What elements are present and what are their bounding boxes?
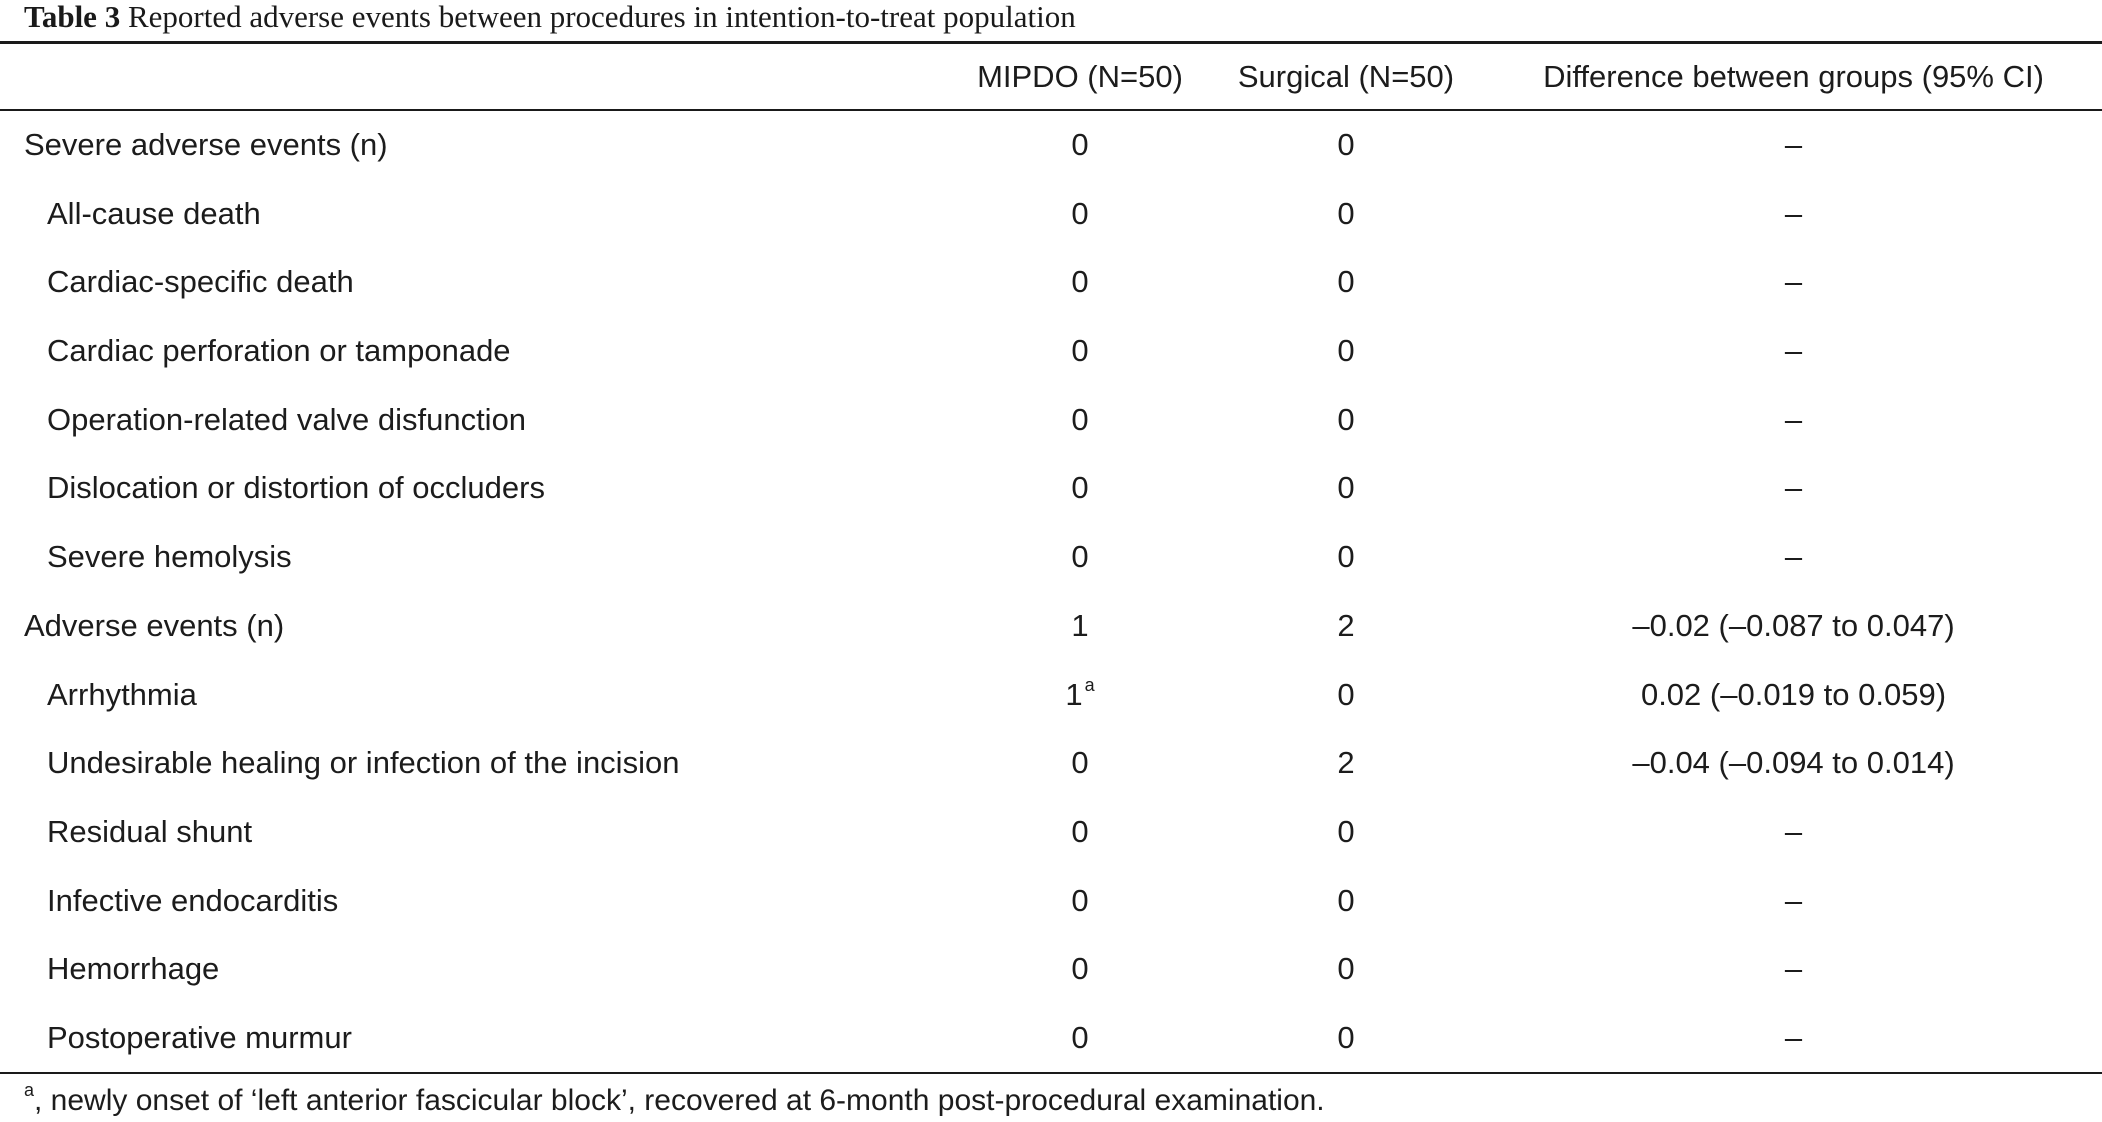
table-row: Infective endocarditis 0 0 – — [0, 867, 2102, 936]
cell-mipdo-value: 0 — [1071, 333, 1089, 369]
cell-surgical: 0 — [1337, 470, 1355, 506]
row-label: Severe adverse events (n) — [24, 127, 388, 162]
cell-mipdo-value: 0 — [1071, 1019, 1089, 1055]
table-bottom-rule — [0, 1072, 2102, 1074]
table-row: Severe adverse events (n) 0 0 – — [0, 111, 2102, 180]
cell-difference: – — [1784, 951, 1803, 987]
table-header-rule — [0, 109, 2102, 111]
row-label: Dislocation or distortion of occluders — [47, 470, 545, 506]
cell-surgical: 0 — [1337, 813, 1355, 849]
cell-difference: –0.02 (–0.087 to 0.047) — [1632, 607, 1955, 643]
cell-surgical: 0 — [1337, 1019, 1355, 1055]
cell-mipdo: 0 — [953, 248, 1207, 317]
row-label: Postoperative murmur — [47, 1019, 352, 1055]
cell-difference: – — [1784, 127, 1803, 162]
cell-mipdo-value: 0 — [1071, 813, 1089, 849]
cell-difference: – — [1784, 470, 1803, 506]
cell-difference: – — [1784, 813, 1803, 849]
footnote-reference: a — [1084, 674, 1095, 695]
cell-surgical: 0 — [1337, 127, 1355, 162]
cell-mipdo-value: 0 — [1071, 401, 1089, 437]
cell-surgical: 0 — [1337, 951, 1355, 987]
row-label: Hemorrhage — [47, 951, 220, 987]
cell-difference: – — [1784, 539, 1803, 575]
column-header-surgical: Surgical (N=50) — [1237, 59, 1455, 94]
table-caption-label: Table 3 — [24, 0, 121, 34]
cell-mipdo-value: 0 — [1071, 470, 1089, 506]
cell-difference: – — [1784, 264, 1803, 300]
cell-difference: –0.04 (–0.094 to 0.014) — [1632, 745, 1955, 781]
row-label: Severe hemolysis — [47, 539, 292, 575]
cell-surgical: 0 — [1337, 539, 1355, 575]
cell-mipdo-value: 0 — [1071, 882, 1089, 918]
column-header-mipdo: MIPDO (N=50) — [977, 59, 1183, 94]
cell-surgical: 0 — [1337, 195, 1355, 231]
row-label: Cardiac-specific death — [47, 264, 354, 300]
cell-mipdo: 0 — [953, 1004, 1207, 1073]
table-footnote: a, newly onset of ‘left anterior fascicu… — [24, 1080, 1325, 1122]
cell-surgical: 2 — [1337, 607, 1355, 643]
row-label: Residual shunt — [47, 813, 253, 849]
cell-mipdo-value: 1 — [1071, 607, 1089, 643]
cell-mipdo-value: 0 — [1071, 745, 1089, 781]
table-row: Hemorrhage 0 0 – — [0, 935, 2102, 1004]
cell-mipdo-value: 0 — [1071, 951, 1089, 987]
cell-difference: – — [1784, 882, 1803, 918]
cell-mipdo: 0 — [953, 180, 1207, 249]
cell-difference: – — [1784, 333, 1803, 369]
cell-mipdo: 0 — [953, 111, 1207, 180]
cell-mipdo: 0 — [953, 454, 1207, 523]
table-caption: Table 3 Reported adverse events between … — [24, 0, 1076, 38]
cell-mipdo: 1 — [953, 592, 1207, 661]
cell-surgical: 0 — [1337, 401, 1355, 437]
cell-difference: 0.02 (–0.019 to 0.059) — [1640, 676, 1947, 712]
cell-mipdo-value: 0 — [1071, 539, 1089, 575]
cell-surgical: 0 — [1337, 882, 1355, 918]
table-row: Severe hemolysis 0 0 – — [0, 523, 2102, 592]
cell-mipdo-value: 1 — [1065, 676, 1083, 712]
column-header-difference: Difference between groups (95% CI) — [1543, 59, 2044, 94]
table-row: Adverse events (n) 1 2 –0.02 (–0.087 to 0.0… — [0, 592, 2102, 661]
cell-surgical: 0 — [1337, 676, 1355, 712]
footnote-mark: a — [24, 1080, 35, 1100]
table-row: Undesirable healing or infection of the … — [0, 729, 2102, 798]
table-row: Dislocation or distortion of occluders 0 0… — [0, 454, 2102, 523]
cell-mipdo: 0 — [953, 798, 1207, 867]
cell-mipdo-value: 0 — [1071, 127, 1089, 162]
row-label: Infective endocarditis — [47, 882, 339, 918]
row-label: Operation-related valve disfunction — [47, 401, 527, 437]
row-label: Cardiac perforation or tamponade — [47, 333, 511, 369]
table-row: Postoperative murmur 0 0 – — [0, 1004, 2102, 1073]
cell-mipdo-value: 0 — [1071, 264, 1089, 300]
cell-mipdo: 0 — [953, 386, 1207, 455]
table-row: All-cause death 0 0 – — [0, 180, 2102, 249]
row-label: Undesirable healing or infection of the … — [47, 745, 680, 781]
cell-mipdo: 0 — [953, 935, 1207, 1004]
cell-surgical: 2 — [1337, 745, 1355, 781]
table-row: Residual shunt 0 0 – — [0, 798, 2102, 867]
table-row: Cardiac perforation or tamponade 0 0 – — [0, 317, 2102, 386]
row-label: All-cause death — [47, 195, 261, 231]
cell-mipdo-value: 0 — [1071, 195, 1089, 231]
cell-mipdo: 0 — [953, 317, 1207, 386]
cell-mipdo: 0 — [953, 729, 1207, 798]
row-label: Adverse events (n) — [24, 607, 285, 643]
row-label: Arrhythmia — [47, 676, 197, 712]
cell-surgical: 0 — [1337, 264, 1355, 300]
table-row: Operation-related valve disfunction 0 0 – — [0, 386, 2102, 455]
cell-difference: – — [1784, 401, 1803, 437]
table-top-rule — [0, 41, 2102, 44]
table-row: Arrhythmia 1 a 0 0.02 (–0.019 to 0.059) — [0, 661, 2102, 730]
table-body: Severe adverse events (n) 0 0– All-cause de… — [0, 111, 2102, 1073]
cell-mipdo: 0 — [953, 523, 1207, 592]
cell-difference: – — [1784, 1019, 1803, 1055]
table-row: Cardiac-specific death 0 0 – — [0, 248, 2102, 317]
table-caption-text: Reported adverse events between procedur… — [127, 0, 1076, 34]
footnote-text: , newly onset of ‘left anterior fascicul… — [34, 1084, 1325, 1117]
cell-mipdo: 0 — [953, 867, 1207, 936]
cell-surgical: 0 — [1337, 333, 1355, 369]
cell-difference: – — [1784, 195, 1803, 231]
